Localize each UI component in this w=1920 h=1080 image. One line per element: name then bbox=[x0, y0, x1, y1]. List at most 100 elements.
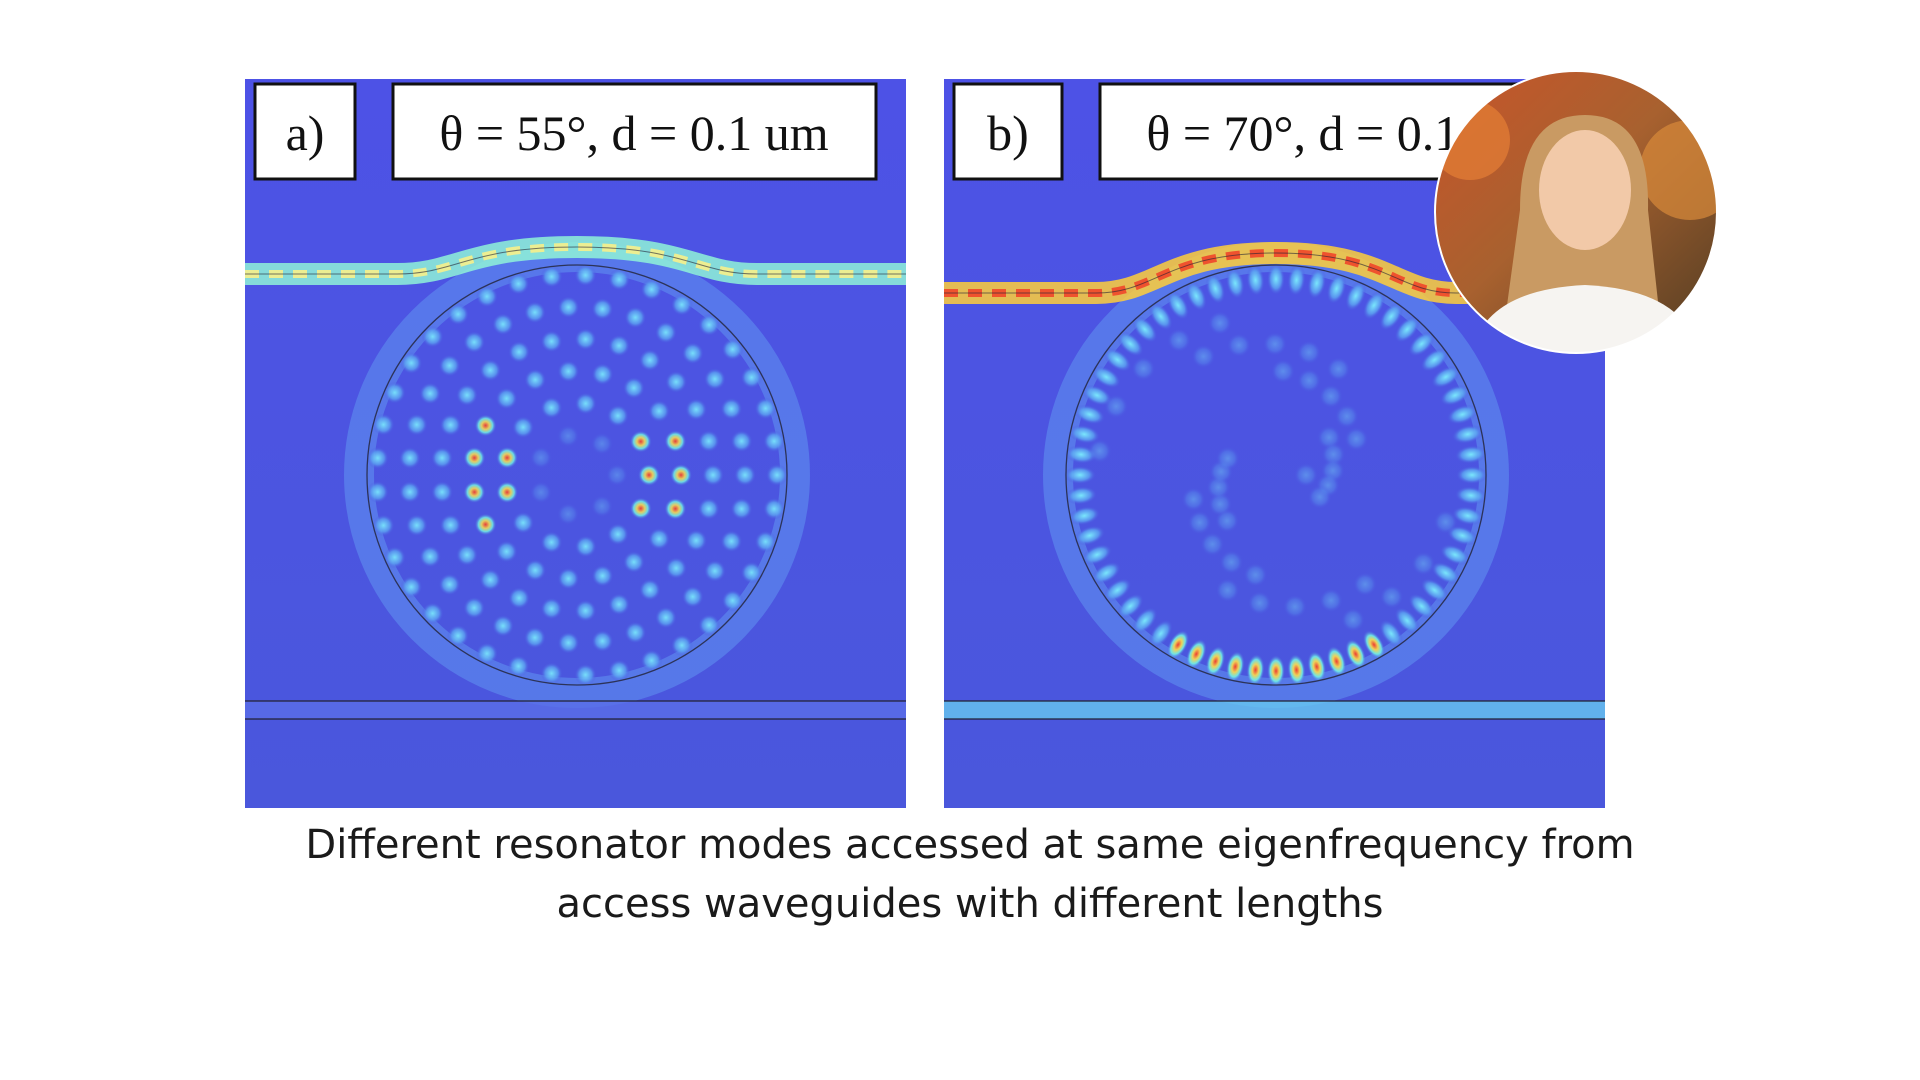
field-lobe bbox=[1318, 384, 1343, 409]
field-lobe bbox=[1379, 302, 1404, 331]
field-lobe bbox=[1200, 532, 1225, 557]
field-lobe bbox=[524, 559, 547, 582]
field-lobe bbox=[1345, 638, 1367, 670]
field-lobe bbox=[557, 425, 580, 448]
field-lobe bbox=[475, 285, 498, 308]
field-lobe bbox=[1326, 645, 1347, 677]
field-lobe bbox=[1074, 404, 1106, 425]
field-lobe bbox=[697, 430, 720, 453]
field-lobe bbox=[1454, 486, 1487, 505]
field-lobe bbox=[629, 430, 652, 453]
field-lobe bbox=[1297, 368, 1322, 393]
field-lobe bbox=[512, 416, 535, 439]
field-lobe bbox=[366, 480, 389, 503]
field-lobe bbox=[508, 340, 531, 363]
field-lobe bbox=[1243, 562, 1268, 587]
field-lobe bbox=[1246, 653, 1265, 686]
field-lobe bbox=[574, 264, 597, 287]
field-lobe bbox=[540, 597, 563, 620]
field-lobe bbox=[670, 634, 693, 657]
field-lobe bbox=[1353, 572, 1378, 597]
field-lobe bbox=[529, 481, 552, 504]
field-lobe bbox=[1326, 273, 1347, 305]
field-lobe bbox=[524, 368, 547, 391]
field-lobe bbox=[1148, 302, 1173, 331]
field-lobe bbox=[1379, 619, 1404, 648]
field-lobe bbox=[475, 642, 498, 665]
field-lobe bbox=[557, 502, 580, 525]
field-lobe bbox=[1185, 638, 1207, 670]
panel-label: a) bbox=[286, 105, 325, 161]
field-lobe bbox=[721, 589, 744, 612]
field-lobe bbox=[591, 297, 614, 320]
field-lobe bbox=[1454, 445, 1487, 464]
field-lobe bbox=[591, 564, 614, 587]
field-lobe bbox=[405, 514, 428, 537]
field-lobe bbox=[1247, 590, 1272, 615]
field-lobe bbox=[455, 384, 478, 407]
field-lobe bbox=[421, 602, 444, 625]
field-lobe bbox=[1362, 290, 1386, 320]
field-lobe bbox=[624, 621, 647, 644]
field-lobe bbox=[512, 511, 535, 534]
field-lobe bbox=[702, 464, 724, 486]
field-lobe bbox=[383, 381, 406, 404]
field-lobe bbox=[455, 543, 478, 566]
field-lobe bbox=[495, 387, 518, 410]
field-lobe bbox=[1081, 384, 1113, 406]
top-waveguide-edge bbox=[245, 246, 906, 275]
field-lobe bbox=[496, 481, 519, 504]
field-lobe bbox=[557, 631, 580, 654]
field-lobe bbox=[622, 376, 645, 399]
field-lobe bbox=[685, 398, 708, 421]
field-lobe bbox=[574, 535, 597, 558]
field-lobe bbox=[754, 530, 777, 553]
field-lobe bbox=[1420, 347, 1449, 372]
field-lobe bbox=[608, 334, 631, 357]
field-lobe bbox=[638, 349, 661, 372]
field-lobe bbox=[1282, 594, 1307, 619]
field-lobe bbox=[431, 481, 454, 504]
field-lobe bbox=[1225, 650, 1245, 683]
field-lobe bbox=[508, 587, 531, 610]
caption-line: Different resonator modes accessed at sa… bbox=[305, 822, 1634, 868]
field-lobe bbox=[383, 546, 406, 569]
field-lobe bbox=[1296, 340, 1321, 365]
field-lobe bbox=[1446, 404, 1478, 425]
field-lobe bbox=[439, 514, 462, 537]
field-lobe bbox=[1394, 607, 1420, 634]
field-lobe bbox=[474, 414, 497, 437]
field-lobe bbox=[492, 614, 515, 637]
field-lobe bbox=[574, 599, 597, 622]
field-lobe bbox=[557, 360, 580, 383]
field-lobe bbox=[654, 606, 677, 629]
field-lobe bbox=[574, 328, 597, 351]
annotation-box bbox=[391, 82, 878, 181]
field-lobe bbox=[1225, 267, 1245, 300]
field-lobe bbox=[1081, 544, 1113, 566]
field-lobe bbox=[1294, 463, 1318, 487]
field-lobe bbox=[1215, 446, 1240, 471]
field-lobe bbox=[1207, 311, 1232, 336]
field-lobe bbox=[608, 659, 631, 682]
field-lobe bbox=[734, 464, 756, 486]
field-lobe bbox=[419, 382, 442, 405]
field-lobe bbox=[766, 464, 788, 486]
field-lobe bbox=[523, 626, 546, 649]
ring-outline bbox=[366, 264, 788, 686]
field-lobe bbox=[400, 352, 423, 375]
field-lobe bbox=[1166, 328, 1191, 353]
field-lobe bbox=[1087, 439, 1112, 464]
field-lobe bbox=[730, 497, 753, 520]
photo-frame bbox=[1434, 70, 1718, 354]
field-lobe bbox=[640, 649, 663, 672]
field-lobe bbox=[640, 278, 663, 301]
field-lobe bbox=[1439, 384, 1471, 406]
field-lobe bbox=[629, 497, 652, 520]
field-lobe bbox=[1132, 607, 1158, 634]
field-lobe bbox=[1132, 316, 1158, 343]
field-lobe bbox=[1205, 273, 1226, 305]
top-waveguide-edge bbox=[944, 252, 1605, 294]
field-lobe bbox=[1379, 584, 1404, 609]
